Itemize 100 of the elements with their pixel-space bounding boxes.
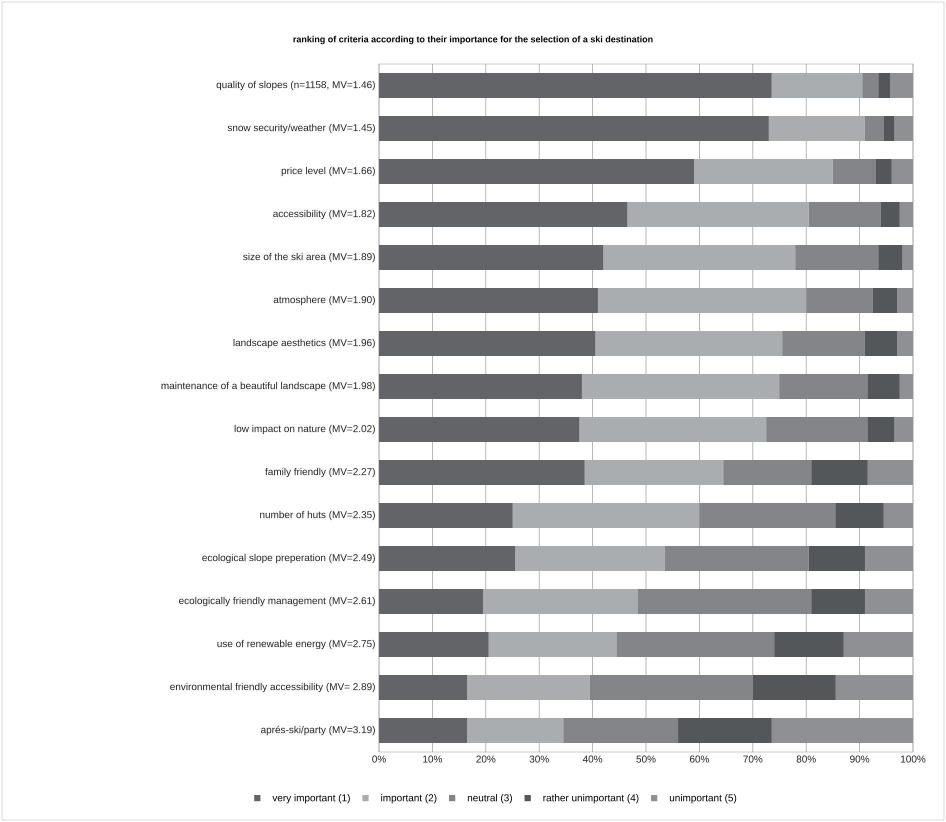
bar: [595, 331, 782, 356]
bar: [678, 718, 772, 744]
bar: [752, 675, 836, 700]
x-tick-label: 30%: [530, 756, 549, 763]
y-tick-label: atmosphere (MV=1.90): [274, 296, 375, 306]
bar: [862, 73, 878, 98]
y-tick-label: quality of slopes (n=1158, MV=1.46): [216, 80, 375, 90]
bar: [723, 460, 812, 486]
bar: [812, 460, 868, 486]
bar: [880, 202, 900, 228]
bar: [808, 546, 865, 572]
bar: [780, 374, 868, 400]
bar: [379, 245, 604, 270]
bar: [900, 202, 914, 228]
bar: [844, 632, 914, 658]
bar: [379, 632, 488, 658]
bar: [774, 632, 844, 658]
bar: [902, 245, 914, 270]
bar: [884, 116, 894, 142]
y-tick-label: environmental friendly accessibility (MV= 2.89): [170, 682, 375, 692]
y-tick-label: use of renewable energy (MV=2.75): [217, 640, 375, 650]
y-tick-label: snow security/weather (MV=1.45): [228, 124, 375, 134]
bar: [892, 159, 914, 184]
y-tick-label: family friendly (MV=2.27): [265, 468, 375, 478]
x-tick-label: 10%: [423, 756, 442, 763]
bar: [772, 718, 914, 744]
bar: [379, 331, 596, 356]
bar: [782, 331, 865, 356]
y-tick-label: aprés-ski/party (MV=3.19): [261, 726, 375, 736]
bar: [379, 718, 468, 744]
y-tick-label: accessibility (MV=1.82): [273, 210, 375, 220]
bar: [864, 116, 884, 142]
bar: [616, 632, 774, 658]
bar: [772, 73, 862, 98]
y-tick-label: price level (MV=1.66): [282, 166, 375, 176]
bar: [894, 417, 914, 442]
bar: [878, 245, 902, 270]
x-tick-label: 50%: [636, 756, 656, 763]
bar: [515, 546, 665, 572]
bar: [694, 159, 833, 184]
legend-label: important (2): [381, 794, 436, 804]
bar: [379, 288, 598, 314]
bar: [872, 288, 897, 314]
bar: [868, 374, 900, 400]
bar: [584, 460, 724, 486]
legend-label: very important (1): [272, 794, 350, 804]
bar: [832, 159, 876, 184]
bar: [379, 675, 468, 700]
bar: [379, 589, 484, 614]
x-tick-label: 70%: [743, 756, 762, 763]
bar: [878, 73, 890, 98]
bar: [894, 116, 914, 142]
bar: [563, 718, 678, 744]
x-tick-label: 60%: [690, 756, 710, 763]
bar: [864, 546, 914, 572]
bar: [590, 675, 753, 700]
bar: [483, 589, 638, 614]
legend-label: neutral (3): [468, 794, 512, 804]
x-tick-label: 20%: [476, 756, 496, 763]
bar: [379, 546, 516, 572]
bar: [379, 116, 769, 142]
bar: [812, 589, 865, 614]
y-tick-label: low impact on nature (MV=2.02): [234, 424, 375, 434]
y-tick-label: ecologically friendly management (MV=2.61): [179, 596, 375, 606]
bar: [864, 331, 897, 356]
legend-label: rather unimportant (4): [543, 794, 638, 804]
bar: [467, 675, 590, 700]
bar: [896, 288, 914, 314]
bar: [603, 245, 796, 270]
bar: [379, 460, 585, 486]
bar: [512, 503, 700, 528]
y-tick-label: size of the ski area (MV=1.89): [243, 252, 375, 262]
y-tick-label: landscape aesthetics (MV=1.96): [234, 338, 375, 348]
bar: [864, 589, 914, 614]
bar: [884, 503, 914, 528]
bar: [808, 202, 881, 228]
bar: [868, 460, 914, 486]
x-tick-label: 40%: [582, 756, 602, 763]
bar: [488, 632, 617, 658]
bar: [379, 374, 582, 400]
bar: [890, 73, 914, 98]
bar: [836, 675, 914, 700]
bar: [664, 546, 809, 572]
bar: [796, 245, 878, 270]
bar: [638, 589, 812, 614]
bar: [868, 417, 894, 442]
bar: [896, 331, 914, 356]
x-tick-label: 90%: [850, 756, 870, 763]
bar: [806, 288, 873, 314]
y-tick-label: number of huts (MV=2.35): [260, 510, 375, 520]
bar: [579, 417, 766, 442]
y-tick-label: maintenance of a beautiful landscape (MV=1.98): [162, 382, 375, 392]
y-tick-label: ecological slope preperation (MV=2.49): [202, 554, 375, 564]
bar: [699, 503, 836, 528]
bar: [598, 288, 806, 314]
bar: [379, 417, 580, 442]
bar: [379, 503, 513, 528]
bar: [379, 73, 772, 98]
bar: [467, 718, 564, 744]
bar: [582, 374, 780, 400]
